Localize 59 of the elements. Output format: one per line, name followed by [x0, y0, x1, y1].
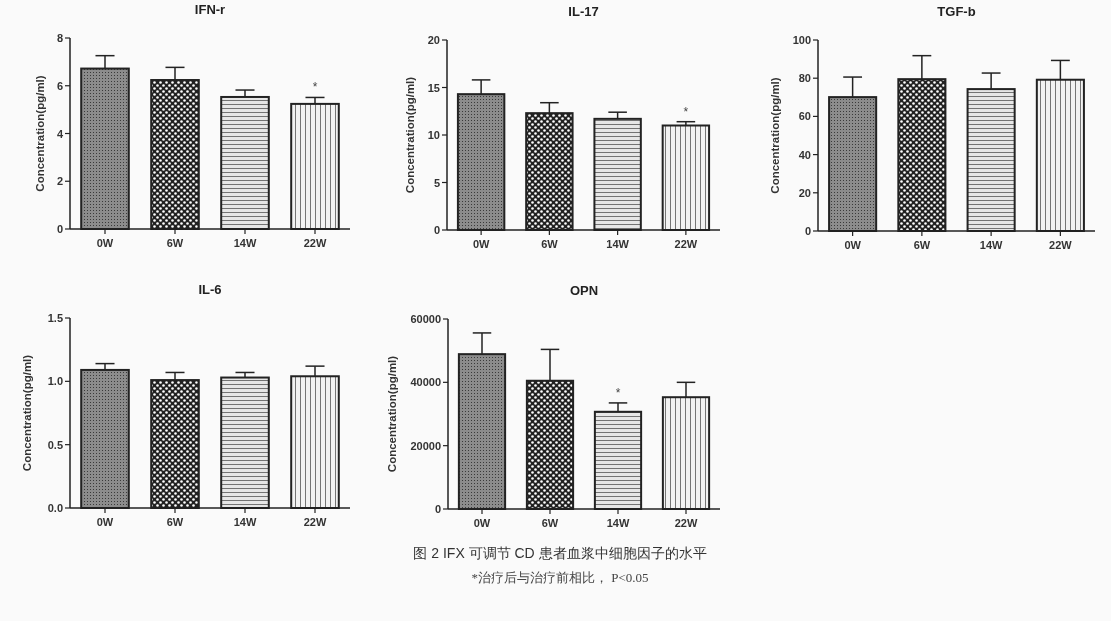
x-tick-label: 22W [1049, 239, 1073, 251]
annotation: * [312, 80, 318, 95]
chart-title: IL-6 [198, 282, 222, 297]
y-tick-label: 20 [427, 34, 440, 46]
x-tick-label: 22W [674, 238, 698, 250]
chart-title: OPN [569, 283, 599, 298]
chart-title: TGF-b [937, 4, 976, 19]
annotation: * [615, 385, 621, 400]
x-tick-label: 6W [166, 516, 184, 528]
y-tick-label: 100 [792, 34, 811, 46]
x-tick-label: 14W [606, 517, 630, 529]
chart-title: IL-17 [568, 4, 599, 19]
y-tick-label: 1.5 [47, 312, 63, 324]
x-tick-label: 0W [844, 239, 862, 251]
y-tick-label: 20 [798, 186, 811, 199]
y-tick-label: 0.0 [47, 502, 63, 514]
x-tick-label: 0W [96, 516, 114, 528]
y-tick-label: 4 [56, 127, 64, 140]
x-tick-label: 6W [913, 239, 931, 251]
y-tick-label: 6 [56, 79, 63, 92]
y-tick-label: 8 [56, 32, 63, 44]
x-tick-label: 14W [606, 238, 630, 250]
y-tick-label: 0 [56, 223, 63, 235]
x-tick-label: 22W [303, 237, 327, 249]
x-tick-label: 22W [674, 517, 698, 529]
y-axis-title: Concentration(pg/ml) [33, 75, 46, 192]
y-tick-label: 60000 [410, 313, 441, 325]
y-tick-label: 20000 [410, 439, 441, 452]
x-tick-label: 0W [472, 238, 490, 250]
x-tick-label: 6W [541, 238, 559, 250]
x-tick-label: 6W [166, 237, 184, 249]
text: *治疗后与治疗前相比， P<0.05 [471, 570, 649, 585]
y-tick-label: 40000 [410, 376, 441, 389]
y-tick-label: 0 [804, 225, 811, 237]
y-tick-label: 5 [433, 176, 440, 189]
x-tick-label: 6W [541, 517, 559, 529]
y-tick-label: 1.0 [47, 375, 63, 388]
y-tick-label: 2 [56, 175, 63, 188]
x-tick-label: 0W [473, 517, 491, 529]
y-tick-label: 10 [427, 129, 440, 141]
y-tick-label: 0 [434, 503, 441, 515]
x-tick-label: 14W [233, 516, 257, 528]
y-tick-label: 80 [798, 72, 811, 85]
y-axis-title: Concentration(pg/ml) [768, 77, 781, 194]
y-axis-title: Concentration(pg/ml) [20, 354, 33, 472]
y-axis-title: Concentration(pg/ml) [404, 76, 416, 194]
caption: 图 2 IFX 可调节 CD 患者血浆中细胞因子的水平 [413, 545, 707, 561]
x-tick-label: 14W [233, 237, 257, 249]
y-tick-label: 60 [798, 110, 811, 123]
x-tick-label: 0W [96, 237, 114, 249]
annotation: * [683, 104, 689, 119]
chart-title: IFN-r [194, 2, 226, 17]
y-tick-label: 40 [798, 148, 811, 161]
x-tick-label: 22W [303, 516, 327, 528]
y-tick-label: 15 [427, 81, 440, 94]
x-tick-label: 14W [979, 239, 1004, 251]
y-tick-label: 0 [433, 224, 440, 236]
y-axis-title: Concentration(pg/ml) [385, 355, 398, 473]
y-tick-label: 0.5 [47, 438, 63, 451]
